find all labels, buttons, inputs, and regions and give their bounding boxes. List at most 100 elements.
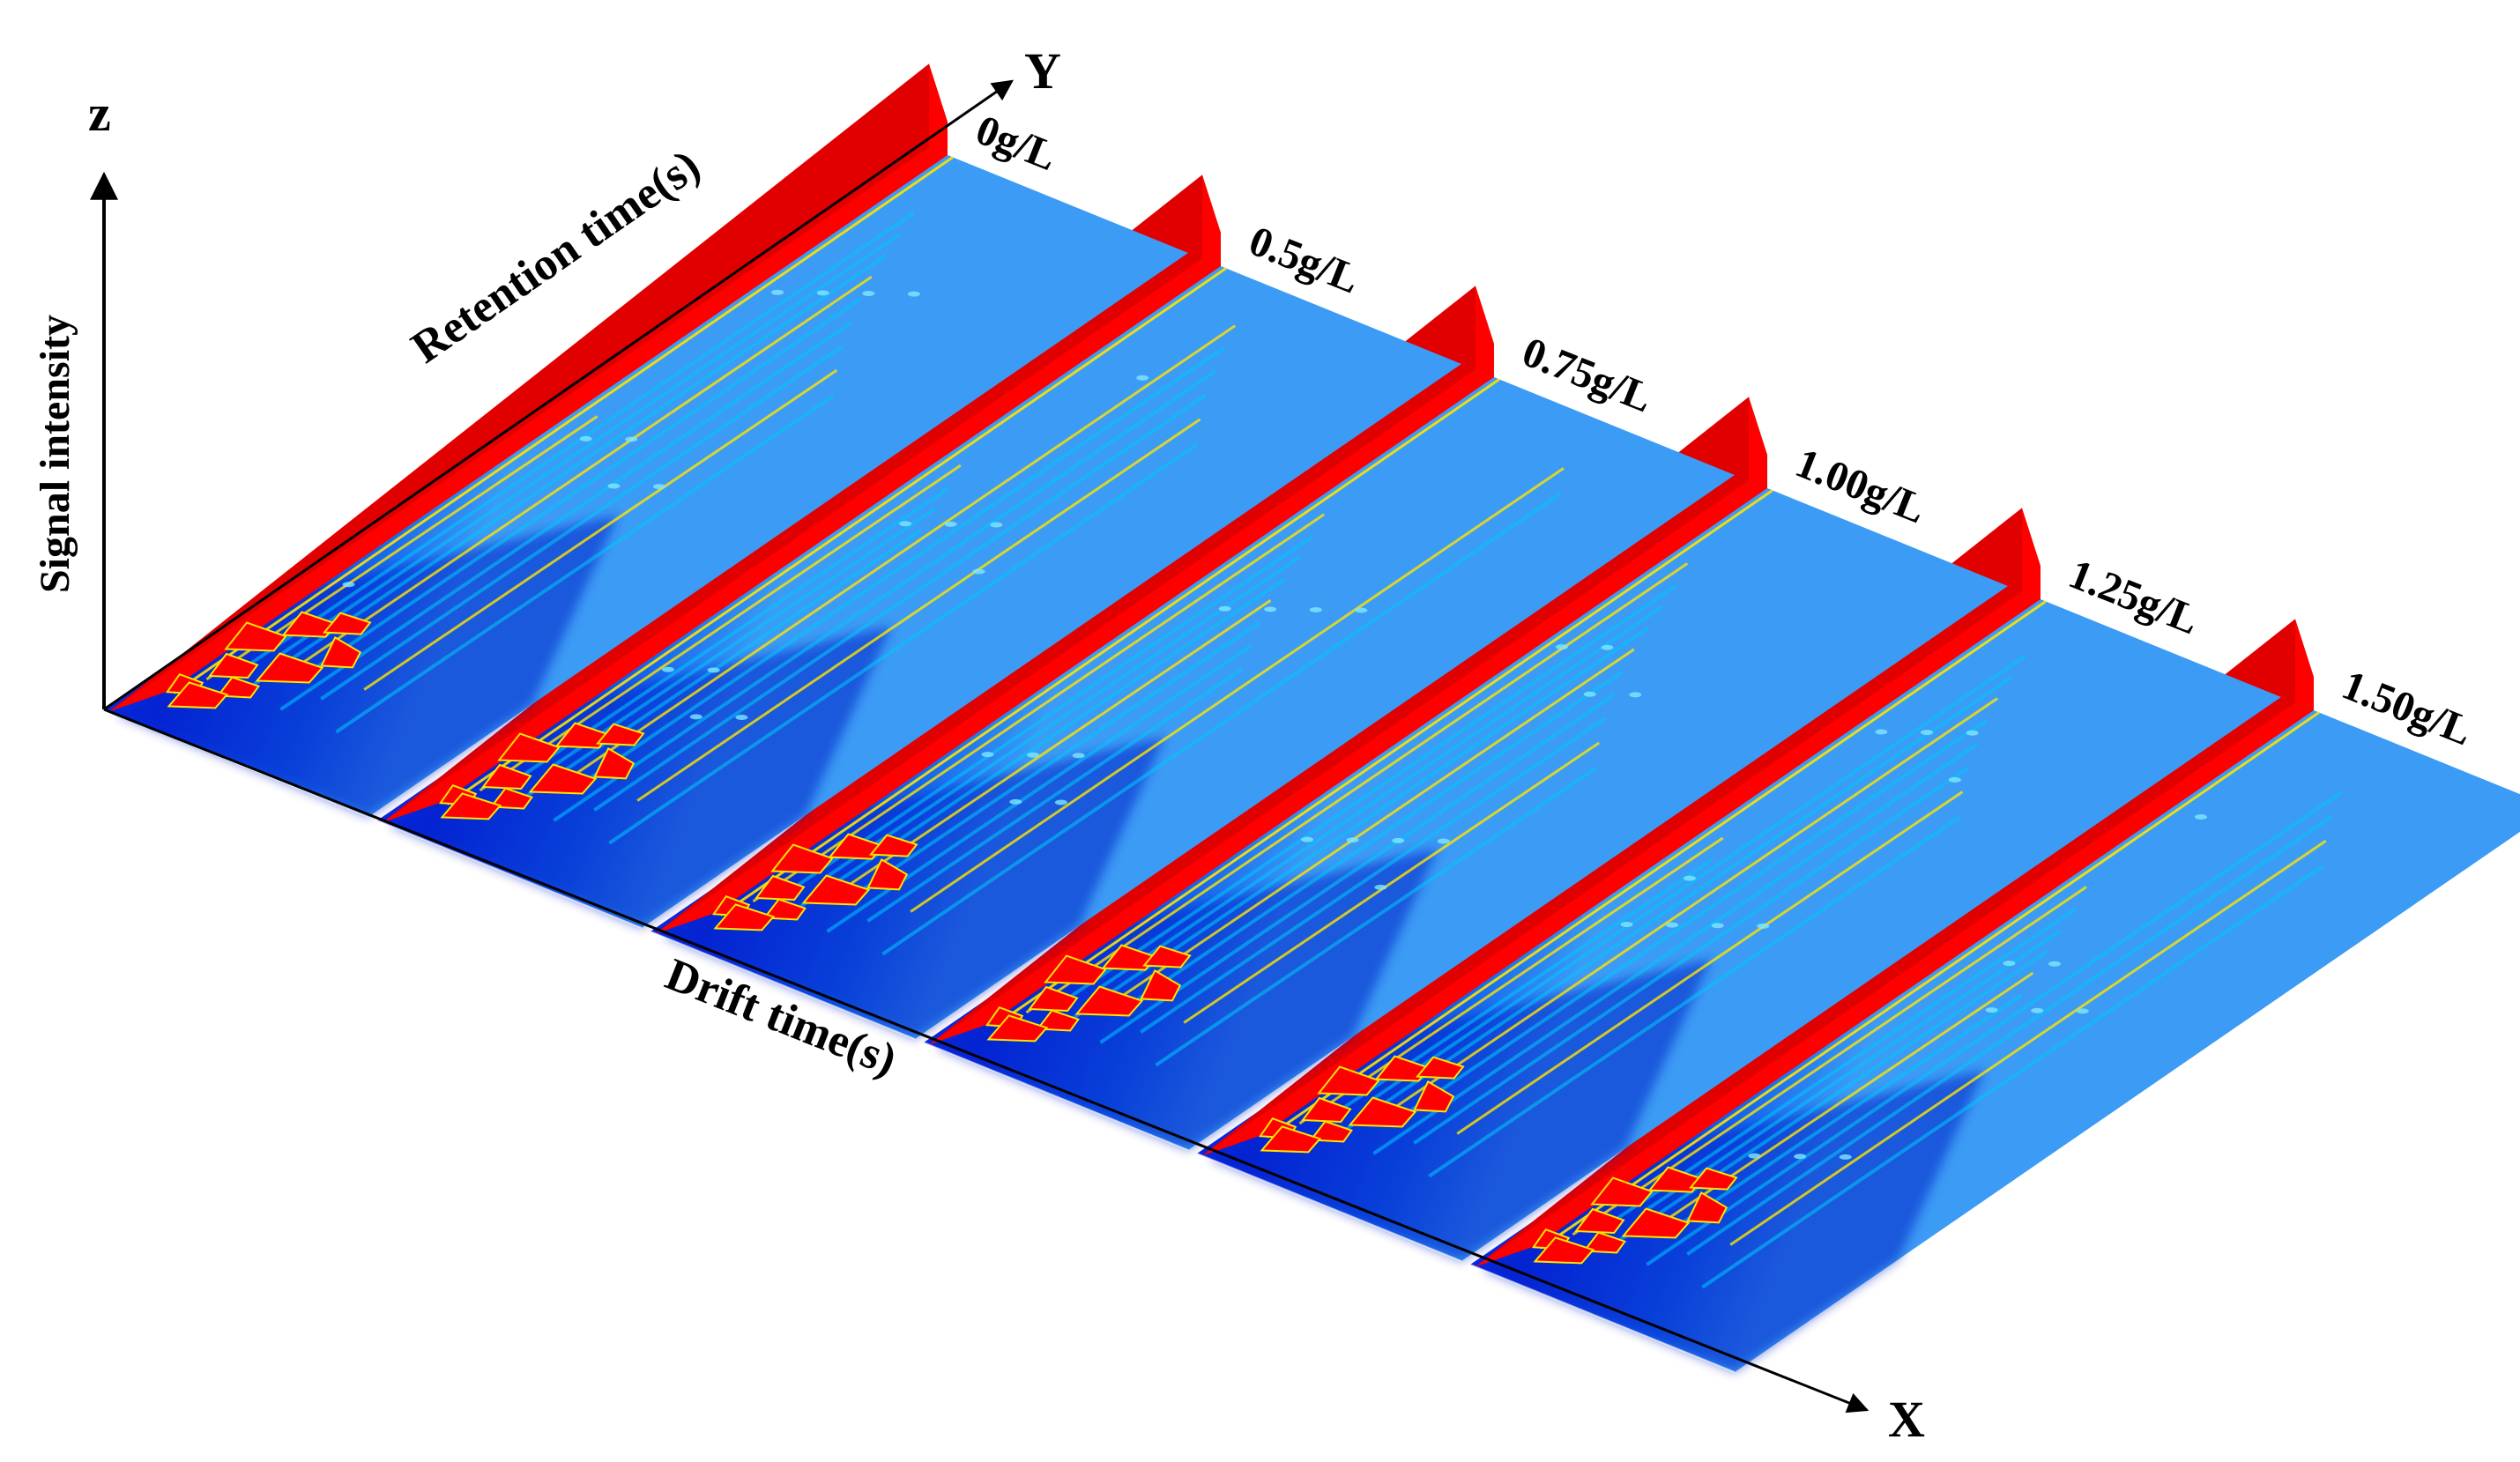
- signal-spot: [735, 715, 748, 721]
- signal-streak: [1099, 694, 1616, 1044]
- peak-cluster: [1590, 1176, 1654, 1207]
- signal-spot: [1839, 1154, 1852, 1160]
- signal-streak: [790, 535, 1314, 892]
- signal-streak: [1183, 741, 1601, 1024]
- signal-spot: [899, 521, 912, 527]
- plate-edge: [1469, 1264, 1736, 1373]
- signal-streak: [320, 344, 844, 701]
- peak-cluster: [595, 723, 645, 746]
- signal-streak: [335, 394, 835, 734]
- ridge-front: [109, 63, 929, 712]
- signal-streak: [1539, 711, 2320, 1250]
- signal-spot: [1985, 1007, 1998, 1013]
- signal-streak: [1606, 950, 2048, 1250]
- peak-cluster: [1574, 1207, 1625, 1235]
- signal-streak: [1372, 742, 1979, 1155]
- signal-streak: [1701, 865, 2324, 1289]
- signal-spot: [1683, 875, 1696, 881]
- peak-cluster: [1141, 945, 1192, 968]
- peak-cluster: [167, 681, 229, 709]
- peak-cluster: [440, 792, 502, 820]
- signal-spot: [2031, 1007, 2044, 1013]
- signal-streak: [1679, 993, 2023, 1226]
- signal-streak: [1368, 697, 1998, 1126]
- signal-spot: [1136, 375, 1149, 381]
- peak-cluster: [1301, 1096, 1352, 1124]
- signal-spot: [1966, 730, 1979, 736]
- peak-cluster: [497, 732, 561, 763]
- signal-streak: [1063, 583, 1677, 1003]
- peak-cluster: [1140, 968, 1182, 1002]
- peak-cluster: [489, 787, 533, 810]
- peak-cluster: [481, 763, 532, 790]
- peak-cluster: [866, 857, 909, 891]
- peak-cluster: [528, 763, 598, 795]
- signal-spot: [342, 582, 355, 588]
- peak-cluster: [1533, 1236, 1595, 1265]
- signal-spot: [1264, 606, 1277, 612]
- plate-1: [103, 63, 1188, 818]
- signal-spot: [1875, 729, 1888, 735]
- peak-cluster: [1044, 954, 1107, 985]
- signal-spot: [2076, 1008, 2089, 1014]
- signal-streak: [866, 667, 1243, 923]
- signal-streak: [1025, 562, 1689, 1014]
- signal-spot: [1748, 1153, 1761, 1159]
- peak-cluster: [1582, 1231, 1626, 1254]
- signal-streak: [313, 297, 862, 671]
- peak-cluster: [1074, 985, 1144, 1017]
- signal-streak: [608, 443, 1198, 845]
- signal-streak: [479, 464, 962, 792]
- plate-edge: [650, 931, 916, 1040]
- signal-streak: [1140, 716, 1607, 1034]
- signal-spot: [1948, 776, 1961, 783]
- signal-spot: [972, 568, 985, 575]
- signal-spot: [907, 291, 920, 297]
- spectrum-plates: [103, 63, 2520, 1373]
- signal-streak: [1372, 654, 2027, 1102]
- peak-cluster: [1686, 1191, 1728, 1224]
- peak-cluster: [713, 903, 776, 931]
- signal-streak: [1646, 791, 2342, 1266]
- signal-spot: [1374, 884, 1387, 890]
- y-axis-letter: Y: [1024, 42, 1061, 100]
- signal-spot: [1054, 799, 1067, 805]
- y-axis-line: [103, 79, 1014, 711]
- signal-streak: [1298, 836, 1724, 1125]
- plate-edge: [1196, 1153, 1462, 1262]
- signal-spot: [2048, 961, 2061, 967]
- signal-spot: [2003, 961, 2016, 967]
- signal-spot: [1309, 606, 1322, 612]
- peak-cluster: [1317, 1065, 1380, 1096]
- signal-spot: [1620, 922, 1633, 928]
- signal-streak: [719, 378, 1500, 917]
- peak-cluster: [1621, 1207, 1691, 1239]
- peak-cluster: [762, 898, 807, 921]
- signal-spot: [1666, 922, 1679, 928]
- peak-cluster: [208, 652, 259, 679]
- signal-streak: [548, 324, 1237, 793]
- signal-spot: [579, 435, 592, 442]
- signal-streak: [1266, 600, 2047, 1139]
- signal-streak: [1686, 814, 2333, 1256]
- peak-cluster: [1413, 1080, 1455, 1113]
- signal-spot: [1555, 644, 1568, 650]
- signal-spot: [1921, 730, 1933, 736]
- series-label: 0g/L: [970, 107, 1063, 181]
- peak-cluster: [868, 834, 918, 857]
- signal-spot: [862, 290, 875, 296]
- signal-streak: [279, 233, 901, 657]
- signal-streak: [586, 346, 1225, 782]
- signal-streak: [1098, 605, 1663, 991]
- signal-spot: [771, 289, 784, 295]
- signal-streak: [275, 275, 873, 682]
- signal-streak: [513, 528, 923, 806]
- peak-cluster: [593, 746, 636, 780]
- x-axis-line: [103, 708, 1870, 1414]
- signal-spot: [990, 522, 1003, 528]
- peak-cluster: [322, 612, 372, 635]
- peak-cluster: [755, 874, 806, 902]
- signal-streak: [1406, 719, 1988, 1115]
- signal-streak: [1641, 971, 2034, 1237]
